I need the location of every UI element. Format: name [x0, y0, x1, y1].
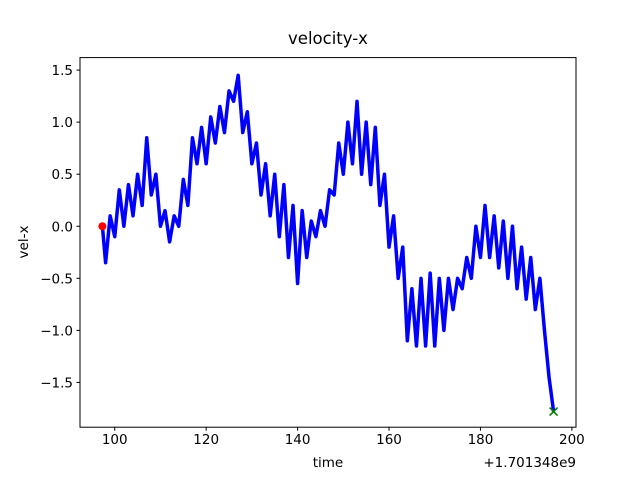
x-offset-label: +1.701348e9 — [483, 455, 576, 471]
y-tick-label: 1.5 — [52, 63, 73, 79]
x-tick-label: 200 — [559, 432, 585, 448]
line-series — [100, 73, 556, 412]
y-tick-label: −1.0 — [40, 323, 73, 339]
x-tick-label: 180 — [468, 432, 494, 448]
y-axis-label: vel-x — [16, 226, 32, 259]
chart-title: velocity-x — [288, 29, 368, 48]
start-marker — [98, 222, 107, 231]
x-tick-label: 120 — [193, 432, 219, 448]
y-tick-label: −0.5 — [40, 271, 73, 287]
y-tick-label: 0.0 — [52, 219, 73, 235]
y-tick-label: 1.0 — [52, 115, 73, 131]
end-marker — [549, 407, 559, 417]
plot-frame — [79, 57, 577, 428]
y-tick-label: −1.5 — [40, 375, 73, 391]
x-tick-label: 160 — [376, 432, 402, 448]
x-axis-label: time — [313, 455, 344, 471]
y-tick-label: 0.5 — [52, 167, 73, 183]
x-tick-label: 100 — [102, 432, 128, 448]
x-tick-label: 140 — [285, 432, 311, 448]
